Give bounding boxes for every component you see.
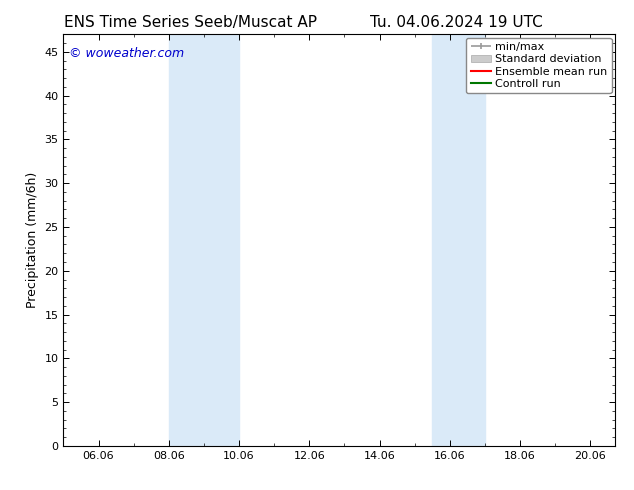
Bar (169, 34, 239, 446)
Y-axis label: Precipitation (mm/6h): Precipitation (mm/6h) (26, 172, 39, 308)
Legend: min/max, Standard deviation, Ensemble mean run, Controll run: min/max, Standard deviation, Ensemble me… (466, 38, 612, 93)
Text: Tu. 04.06.2024 19 UTC: Tu. 04.06.2024 19 UTC (370, 15, 543, 30)
Bar (432, 34, 485, 446)
Text: © woweather.com: © woweather.com (69, 47, 184, 60)
Text: ENS Time Series Seeb/Muscat AP: ENS Time Series Seeb/Muscat AP (63, 15, 317, 30)
